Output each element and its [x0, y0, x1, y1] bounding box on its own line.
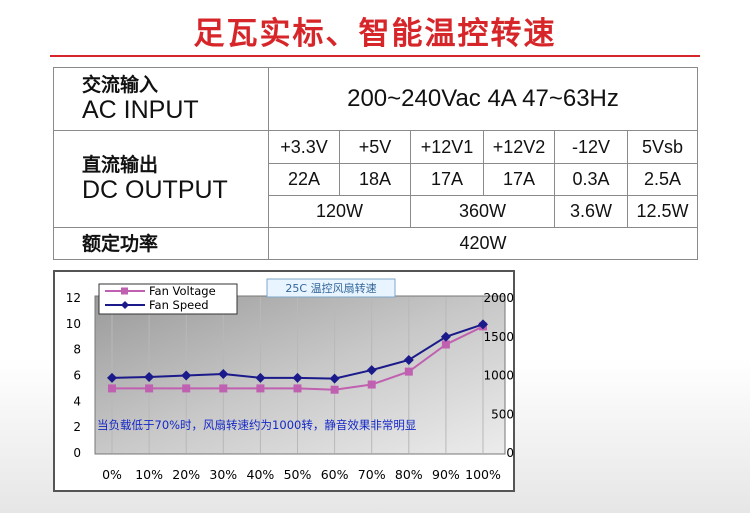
fan-voltage-point: [404, 367, 413, 376]
x-tick-label: 100%: [465, 467, 501, 482]
y-left-tick-label: 2: [73, 420, 81, 434]
rated-power-label: 额定功率: [53, 227, 269, 260]
ac-input-label: 交流输入 AC INPUT: [53, 67, 269, 131]
fan-voltage-point: [108, 384, 116, 393]
fan-speed-point: [440, 331, 451, 342]
fan-speed-point: [366, 365, 377, 376]
current-3v3: 22A: [268, 163, 340, 196]
x-tick-label: 10%: [135, 467, 163, 482]
y-left-tick-label: 8: [73, 343, 81, 357]
x-tick-label: 90%: [432, 467, 460, 482]
y-right-tick-label: 0: [506, 446, 514, 460]
rail-12v2: +12V2: [483, 130, 555, 164]
fan-voltage-point: [441, 340, 450, 349]
ac-input-value: 200~240Vac 4A 47~63Hz: [268, 67, 698, 131]
y-axis-right: 0 500 1000 1500 2000: [483, 291, 514, 460]
y-left-tick-label: 6: [73, 369, 81, 383]
x-tick-label: 50%: [284, 467, 312, 482]
fan-speed-point: [107, 372, 117, 383]
y-left-tick-label: 12: [66, 291, 81, 305]
rail-3v3: +3.3V: [268, 130, 340, 164]
fan-speed-point: [478, 319, 488, 330]
ac-input-label-en: AC INPUT: [82, 96, 199, 124]
fan-voltage-point: [367, 380, 376, 389]
dc-output-label-cn: 直流输出: [82, 154, 159, 176]
fan-speed-point: [329, 373, 340, 384]
legend-marker-voltage: [121, 287, 128, 295]
legend-label-speed: Fan Speed: [149, 298, 209, 312]
fan-voltage-point: [219, 384, 228, 393]
spec-table: 交流输入 AC INPUT 200~240Vac 4A 47~63Hz 直流输出…: [53, 67, 698, 260]
y-right-tick-label: 2000: [483, 291, 514, 305]
x-axis: 0% 10% 20% 30% 40% 50% 60% 70% 80% 90% 100%: [102, 467, 501, 482]
chart-header-label: 25C 温控风扇转速: [285, 281, 376, 295]
chart-annotation: 当负载低于70%时，风扇转速约为1000转，静音效果非常明显: [97, 418, 417, 432]
ac-input-label-cn: 交流输入: [82, 74, 159, 96]
current-5vsb: 2.5A: [627, 163, 698, 196]
page-title: 足瓦实标、智能温控转速: [193, 16, 557, 52]
y-right-tick-label: 1500: [483, 330, 514, 344]
current-12v2: 17A: [483, 163, 555, 196]
x-tick-label: 0%: [102, 467, 122, 482]
power-12v: 360W: [410, 195, 555, 228]
y-axis-left: 0 2 4 6 8 10 12: [66, 291, 81, 460]
fan-speed-point: [292, 372, 303, 383]
power-minus12v: 3.6W: [554, 195, 628, 228]
fan-speed-point: [144, 372, 155, 383]
fan-voltage-point: [182, 384, 191, 393]
x-tick-label: 40%: [247, 467, 275, 482]
fan-speed-point: [218, 368, 229, 379]
fan-speed-point: [403, 355, 414, 365]
current-5v: 18A: [339, 163, 411, 196]
fan-voltage-point: [145, 384, 154, 393]
legend: Fan Voltage Fan Speed: [98, 283, 238, 315]
current-12v1: 17A: [410, 163, 484, 196]
dc-output-label-en: DC OUTPUT: [82, 176, 228, 204]
y-right-tick-label: 1000: [483, 369, 514, 383]
fan-voltage-point: [330, 385, 339, 394]
power-5vsb: 12.5W: [627, 195, 698, 228]
y-left-tick-label: 0: [73, 446, 81, 460]
y-left-tick-label: 10: [66, 317, 81, 331]
y-right-tick-label: 500: [491, 407, 514, 421]
rated-power-label-text: 额定功率: [82, 232, 159, 255]
fan-voltage-point: [293, 384, 302, 393]
dc-output-label: 直流输出 DC OUTPUT: [53, 130, 269, 228]
y-left-tick-label: 4: [73, 394, 81, 408]
fan-speed-point: [181, 370, 192, 381]
title-underline: [50, 55, 700, 57]
x-tick-label: 20%: [172, 467, 200, 482]
rail-12v1: +12V1: [410, 130, 484, 164]
legend-label-voltage: Fan Voltage: [149, 284, 216, 298]
plot-area: [94, 295, 506, 455]
x-tick-label: 70%: [358, 467, 386, 482]
rated-power-value: 420W: [268, 227, 698, 260]
fan-voltage-point: [256, 384, 265, 393]
current-minus12v: 0.3A: [554, 163, 628, 196]
chart-header-box: [266, 278, 396, 298]
rail-5vsb: 5Vsb: [627, 130, 698, 164]
rail-minus12v: -12V: [554, 130, 628, 164]
x-tick-label: 30%: [209, 467, 237, 482]
x-tick-label: 60%: [321, 467, 349, 482]
series-group: [107, 319, 488, 394]
power-3v3-5v: 120W: [268, 195, 411, 228]
fan-speed-point: [255, 372, 266, 383]
fan-chart: 0 2 4 6 8 10 12 0 500 1000 1500 2000 0% 10% 20% 30% 40…: [66, 278, 514, 482]
rail-5v: +5V: [339, 130, 411, 164]
legend-marker-speed: [121, 301, 129, 309]
x-tick-label: 80%: [395, 467, 423, 482]
